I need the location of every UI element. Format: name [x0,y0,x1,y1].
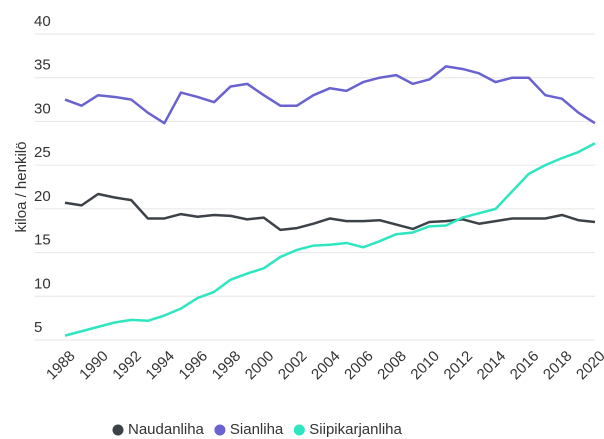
y-tick-label: 15 [34,232,51,249]
x-tick-label: 2004 [308,348,344,384]
x-tick-label: 1992 [109,348,145,384]
x-tick-label: 1996 [176,348,212,384]
x-tick-label: 2012 [441,348,477,384]
y-tick-label: 10 [34,275,51,292]
y-tick-label: 5 [34,319,42,336]
x-tick-label: 2000 [242,348,278,384]
x-tick-label: 1994 [142,348,178,384]
legend-label: Naudanliha [128,421,205,438]
x-tick-label: 2006 [341,348,377,384]
x-tick-label: 2016 [507,348,543,384]
y-tick-label: 40 [34,13,51,30]
x-tick-label: 2020 [573,348,604,384]
y-tick-label: 20 [34,188,51,205]
line [64,142,596,337]
x-tick-label: 2010 [407,348,443,384]
y-tick-label: 25 [34,144,51,161]
x-tick-label: 2018 [540,348,576,384]
line [64,65,596,125]
x-tick-label: 2014 [474,348,510,384]
x-tick-label: 1990 [76,348,112,384]
legend-marker [293,424,305,436]
y-tick-label: 35 [34,57,51,74]
y-tick-label: 30 [34,100,51,117]
x-tick-label: 1998 [209,348,245,384]
legend-label: Sianliha [230,421,284,438]
x-tick-label: 1988 [43,348,79,384]
x-tick-label: 2008 [374,348,410,384]
y-axis-label: kiloa / henkilö [13,142,30,233]
legend-marker [214,424,226,436]
line [64,192,596,232]
x-tick-label: 2002 [275,348,311,384]
legend-label: Siipikarjanliha [309,421,402,438]
legend-marker [112,424,124,436]
